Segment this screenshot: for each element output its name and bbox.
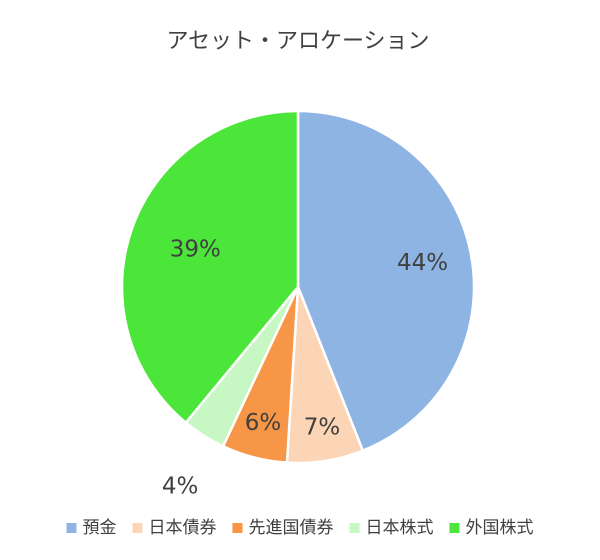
- pie-slice-1: [296, 109, 476, 452]
- legend-marker: [349, 523, 360, 533]
- legend-item-5: 外国株式: [449, 518, 534, 538]
- pie-slices: [120, 109, 476, 465]
- legend-label: 外国株式: [466, 518, 534, 538]
- legend-label: 日本株式: [366, 518, 434, 538]
- chart-title: アセット・アロケーション: [166, 29, 429, 54]
- pie-data-label-3: 6%: [245, 410, 282, 436]
- legend-marker: [232, 523, 243, 533]
- legend-label: 先進国債券: [249, 518, 334, 538]
- legend-marker: [132, 523, 143, 533]
- pie-data-label-2: 7%: [304, 415, 341, 441]
- legend-item-3: 先進国債券: [232, 518, 334, 538]
- legend-marker: [66, 523, 77, 533]
- pie-data-labels: 44% 7% 6% 4% 39%: [162, 237, 448, 500]
- legend-item-1: 預金: [66, 518, 117, 538]
- legend-label: 預金: [83, 518, 117, 538]
- pie-data-label-5: 39%: [170, 237, 221, 263]
- legend-item-2: 日本債券: [132, 518, 217, 538]
- pie-data-label-1: 44%: [397, 250, 448, 276]
- legend-item-4: 日本株式: [349, 518, 434, 538]
- legend-label: 日本債券: [149, 518, 217, 538]
- pie-data-label-4: 4%: [162, 473, 199, 499]
- legend-marker: [449, 523, 460, 533]
- chart-legend: 預金 日本債券 先進国債券 日本株式 外国株式: [66, 518, 534, 538]
- pie-slice-5: [120, 109, 300, 424]
